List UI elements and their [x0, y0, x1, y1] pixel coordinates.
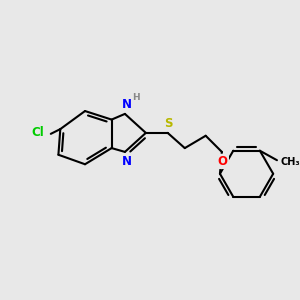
Text: S: S — [164, 117, 173, 130]
Text: H: H — [133, 93, 140, 102]
Text: CH₃: CH₃ — [280, 157, 300, 167]
Text: O: O — [218, 155, 228, 168]
Text: N: N — [122, 98, 132, 111]
Text: Cl: Cl — [31, 126, 44, 140]
Text: N: N — [122, 155, 132, 168]
